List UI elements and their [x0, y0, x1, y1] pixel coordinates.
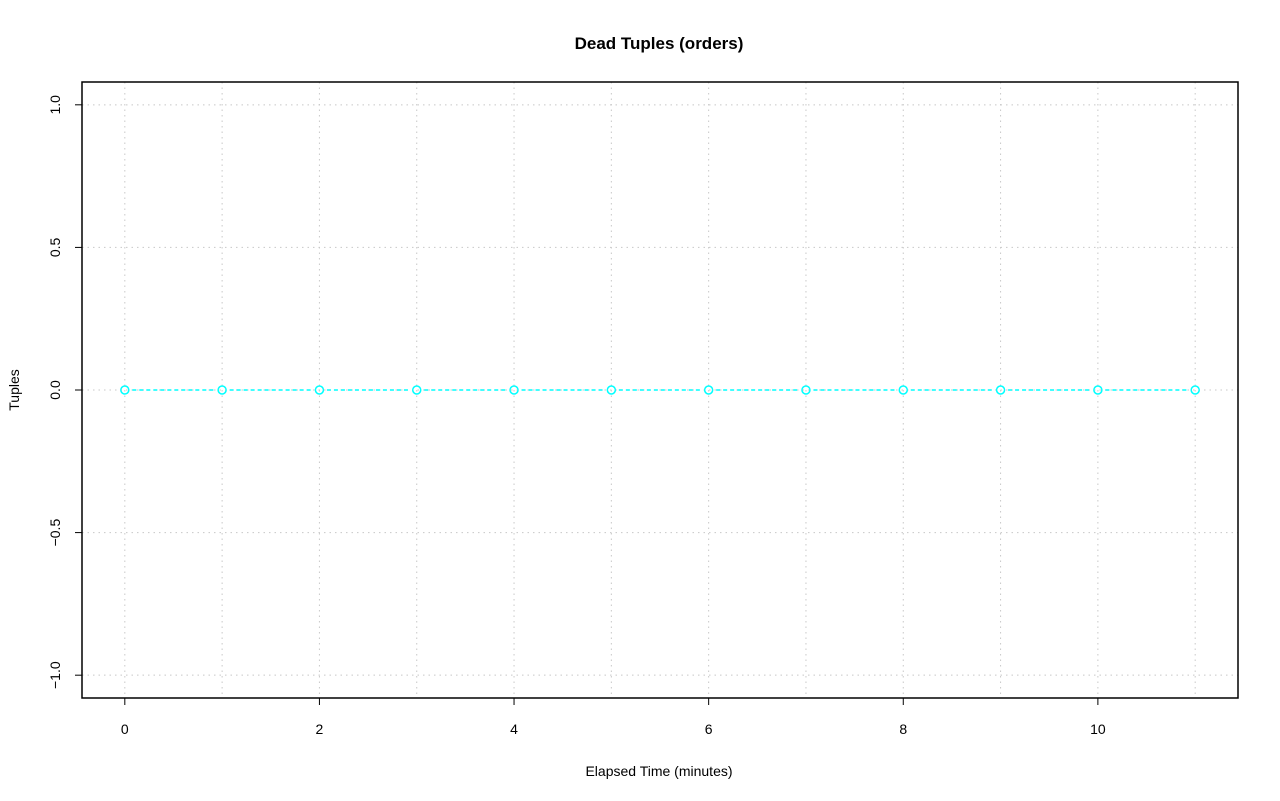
x-tick-label: 4 — [510, 721, 518, 737]
y-axis-label: Tuples — [6, 369, 22, 411]
data-point — [1190, 385, 1200, 395]
y-tick-label: 0.0 — [47, 380, 63, 400]
y-tick-label: −1.0 — [47, 661, 63, 689]
data-point — [314, 385, 325, 395]
x-tick-label: 8 — [899, 721, 907, 737]
x-axis-label: Elapsed Time (minutes) — [585, 763, 732, 779]
x-tick-label: 10 — [1090, 721, 1106, 737]
y-tick-label: −0.5 — [47, 519, 63, 547]
data-point — [217, 385, 227, 395]
x-tick-label: 6 — [705, 721, 713, 737]
plot-frame — [81, 81, 1239, 699]
x-tick-label: 0 — [121, 721, 129, 737]
data-point — [1093, 385, 1103, 395]
data-point — [898, 385, 909, 395]
y-tick-label: 0.5 — [47, 237, 63, 257]
data-point — [120, 385, 130, 395]
data-point — [995, 385, 1006, 395]
data-point — [606, 385, 617, 395]
data-point — [509, 385, 519, 395]
data-point — [703, 385, 714, 395]
data-point — [801, 385, 811, 395]
data-point — [411, 385, 422, 395]
chart-title: Dead Tuples (orders) — [575, 34, 744, 53]
x-tick-label: 2 — [316, 721, 324, 737]
y-tick-label: 1.0 — [47, 95, 63, 115]
